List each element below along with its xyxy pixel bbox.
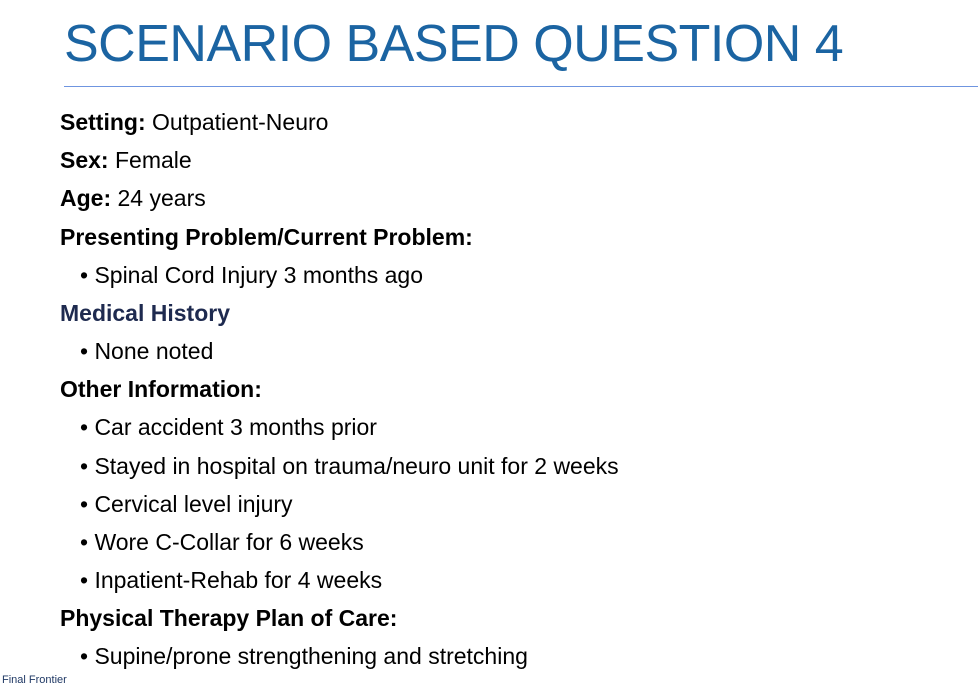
field-setting: Setting: Outpatient-Neuro <box>60 107 328 137</box>
list-item: • None noted <box>80 338 214 364</box>
field-value: 24 years <box>111 185 206 211</box>
field-label: Sex: <box>60 147 109 173</box>
list-item: • Car accident 3 months prior <box>80 414 377 440</box>
field-sex: Sex: Female <box>60 145 192 175</box>
list-item: • Inpatient-Rehab for 4 weeks <box>80 567 383 593</box>
list-item: • Wore C-Collar for 6 weeks <box>80 529 364 555</box>
title-divider <box>64 86 978 87</box>
field-age: Age: 24 years <box>60 183 206 213</box>
field-value: Outpatient-Neuro <box>145 109 329 135</box>
slide-title: SCENARIO BASED QUESTION 4 <box>64 15 844 73</box>
footer-text: Final Frontier <box>2 674 67 686</box>
list-item: • Spinal Cord Injury 3 months ago <box>80 262 424 288</box>
medical-history-heading: Medical History <box>60 300 230 326</box>
presenting-problem-heading: Presenting Problem/Current Problem: <box>60 224 473 250</box>
list-item: • Stayed in hospital on trauma/neuro uni… <box>80 453 619 479</box>
list-item: • Supine/prone strengthening and stretch… <box>80 643 528 669</box>
field-label: Age: <box>60 185 112 211</box>
other-information-heading: Other Information: <box>60 376 262 402</box>
field-label: Setting: <box>60 109 146 135</box>
list-item: • Cervical level injury <box>80 491 293 517</box>
plan-of-care-heading: Physical Therapy Plan of Care: <box>60 605 398 631</box>
field-value: Female <box>108 147 192 173</box>
